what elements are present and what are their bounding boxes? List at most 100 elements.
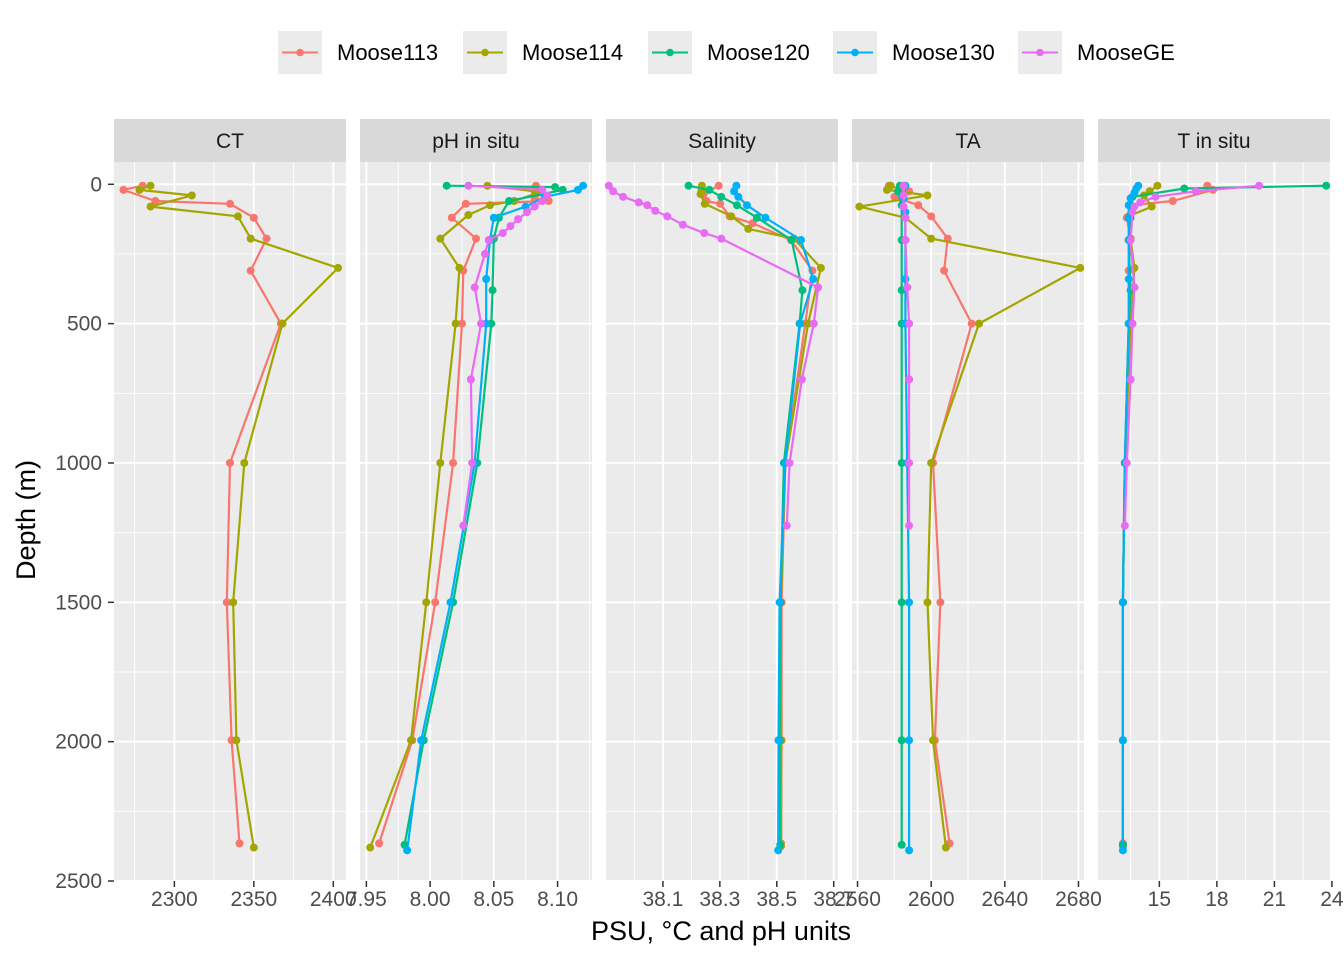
x-axis-salinity: 38.1 38.3 38.5 38.7: [642, 881, 854, 911]
data-point: [663, 212, 672, 221]
data-point: [967, 319, 976, 328]
legend: Moose113 Moose114 Moose120 Moose130 MooseGE: [278, 31, 1175, 74]
data-point: [609, 187, 618, 196]
data-point: [146, 181, 155, 190]
x-tick-label: 2680: [1055, 888, 1102, 911]
series-line: [858, 184, 1082, 848]
data-point: [482, 275, 491, 284]
data-point: [678, 220, 687, 229]
legend-point: [481, 48, 489, 57]
data-point: [498, 229, 507, 238]
data-point: [461, 199, 470, 208]
panel-ph-in-situ: pH in situ 7.95 8.00 8.05 8.10: [346, 119, 592, 911]
data-point: [700, 229, 709, 238]
y-tick-label: 1000: [55, 452, 102, 475]
data-point: [530, 202, 539, 211]
legend-point: [666, 48, 674, 57]
data-point: [814, 283, 823, 292]
data-point: [1128, 319, 1137, 328]
data-point: [774, 736, 783, 745]
gridlines: [114, 162, 346, 882]
facet-strip: [852, 119, 1084, 162]
data-point: [187, 191, 196, 200]
data-point: [940, 266, 949, 275]
y-tick-label: 500: [67, 313, 102, 336]
series-moose114: [855, 181, 1085, 852]
data-point: [651, 206, 660, 215]
data-point: [375, 839, 384, 848]
data-point: [905, 521, 914, 530]
series-group: [1118, 181, 1331, 855]
data-point: [696, 190, 705, 199]
data-point: [226, 199, 234, 208]
data-point: [748, 219, 757, 228]
data-point: [472, 234, 480, 243]
data-point: [135, 185, 144, 194]
x-tick-label: 2400: [310, 888, 357, 911]
legend-item-moose130: Moose130: [833, 31, 995, 74]
x-tick-label: 38.1: [642, 888, 683, 911]
data-point: [1124, 275, 1133, 284]
x-tick-label: 7.95: [346, 888, 387, 911]
data-point: [1151, 192, 1160, 201]
data-point: [484, 236, 493, 245]
data-point: [705, 185, 714, 194]
facet-label: TA: [955, 130, 980, 153]
data-point: [1153, 181, 1162, 190]
data-point: [1126, 375, 1135, 384]
data-point: [278, 319, 287, 328]
data-point: [403, 846, 412, 855]
data-point: [417, 736, 426, 745]
series-moosege: [459, 181, 552, 530]
data-point: [1120, 521, 1129, 530]
data-point: [449, 458, 458, 467]
data-point: [222, 598, 231, 607]
gridlines: [1098, 162, 1330, 882]
data-point: [1180, 184, 1189, 193]
data-point: [573, 185, 582, 194]
data-point: [551, 183, 560, 192]
data-point: [941, 843, 950, 852]
data-point: [1124, 213, 1133, 222]
data-point: [1118, 736, 1127, 745]
y-axis: 0 500 1000 1500 2000 2500: [55, 173, 114, 893]
data-point: [796, 319, 805, 328]
data-point: [732, 201, 741, 210]
x-tick-label: 21: [1263, 888, 1286, 911]
gridlines: [606, 162, 838, 882]
legend-label: Moose120: [707, 40, 810, 65]
x-tick-label: 8.05: [473, 888, 514, 911]
data-point: [1076, 263, 1085, 272]
series-moose114: [135, 181, 343, 852]
data-point: [1130, 283, 1139, 292]
series-line: [902, 185, 911, 526]
data-point: [901, 213, 910, 222]
data-point: [717, 192, 726, 201]
data-point: [488, 286, 497, 295]
panel-salinity: Salinity 38.1 38.3 38.5 38.7: [604, 119, 854, 911]
data-point: [897, 598, 906, 607]
panel-background: [606, 162, 838, 881]
data-point: [1136, 198, 1145, 207]
data-point: [1118, 598, 1127, 607]
data-point: [901, 236, 910, 245]
facet-strip: [360, 119, 592, 162]
data-point: [522, 208, 531, 217]
data-point: [923, 598, 932, 607]
facet-strip: [1098, 119, 1330, 162]
data-point: [905, 846, 914, 855]
data-point: [798, 286, 807, 295]
x-tick-label: 2350: [230, 888, 277, 911]
panel-t-in-situ: T in situ 15 18 21 24: [1098, 119, 1344, 911]
panel-background: [114, 162, 346, 881]
y-tick-label: 2500: [55, 870, 102, 893]
series-line: [122, 184, 282, 844]
data-point: [334, 263, 343, 272]
data-point: [1168, 197, 1177, 206]
data-point: [717, 234, 726, 243]
data-point: [514, 215, 523, 224]
series-line: [1123, 184, 1260, 526]
data-point: [119, 185, 128, 194]
x-axis-ta: 2560 2600 2640 2680: [834, 881, 1102, 911]
data-point: [936, 598, 945, 607]
